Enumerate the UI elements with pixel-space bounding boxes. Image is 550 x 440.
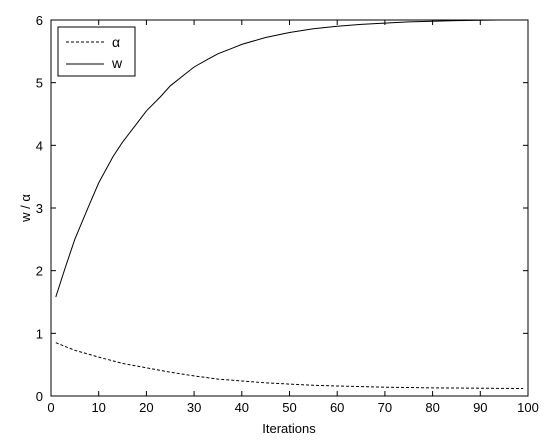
legend: α w: [57, 26, 136, 77]
y-tick-label: 2: [36, 264, 43, 279]
x-tick-label: 0: [47, 400, 54, 415]
y-axis-ticks: 0 1 2 3 4 5 6: [36, 13, 528, 404]
y-tick-label: 6: [36, 13, 43, 28]
legend-w-label: w: [111, 55, 123, 71]
x-tick-label: 30: [187, 400, 201, 415]
series-line-alpha: [55, 342, 524, 389]
y-tick-label: 3: [36, 201, 43, 216]
x-tick-label: 90: [473, 400, 487, 415]
x-tick-label: 100: [517, 400, 539, 415]
series-line-w: [55, 19, 500, 298]
y-axis-label: w / α: [18, 194, 33, 223]
x-tick-label: 60: [330, 400, 344, 415]
plot-area: [50, 19, 529, 397]
x-tick-label: 70: [378, 400, 392, 415]
x-axis-ticks: 0 10 20 30 40 50 60 70 80 90 100: [47, 20, 539, 415]
x-tick-label: 40: [235, 400, 249, 415]
x-tick-label: 50: [282, 400, 296, 415]
y-tick-label: 1: [36, 326, 43, 341]
x-tick-label: 80: [425, 400, 439, 415]
series-lines: [55, 19, 524, 389]
y-tick-label: 0: [36, 389, 43, 404]
legend-alpha-label: α: [112, 34, 120, 50]
x-tick-label: 20: [139, 400, 153, 415]
y-tick-label: 4: [36, 138, 43, 153]
y-tick-label: 5: [36, 76, 43, 91]
x-axis-label: Iterations: [262, 421, 316, 436]
legend-box: [57, 26, 136, 77]
x-tick-label: 10: [91, 400, 105, 415]
